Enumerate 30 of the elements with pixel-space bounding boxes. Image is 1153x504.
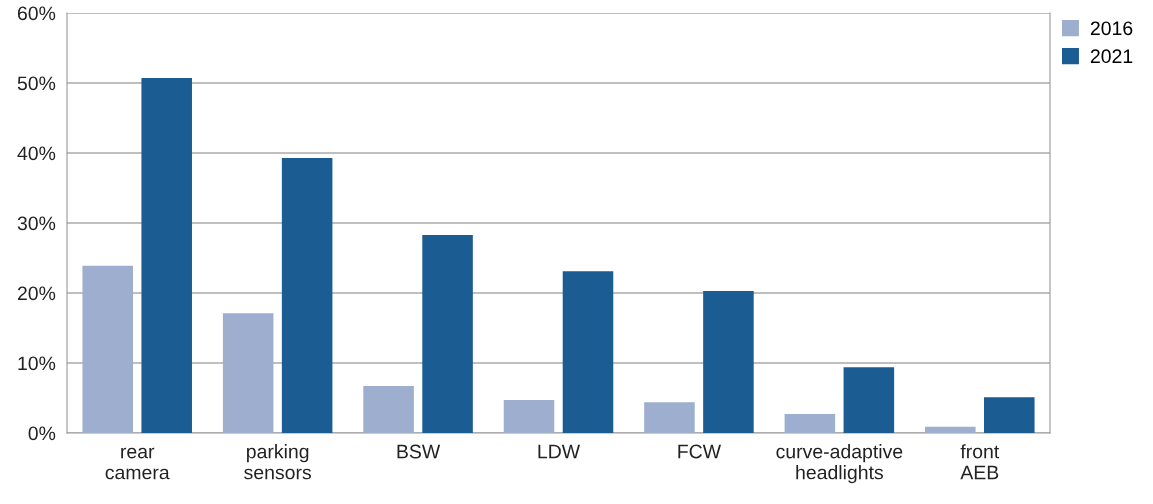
bar [644, 402, 695, 433]
bar [281, 157, 333, 433]
x-tick-label: LDW [538, 444, 581, 459]
x-tick-label: front AEB [960, 444, 1000, 480]
x-tick-label: BSW [397, 444, 441, 459]
bar [984, 397, 1035, 433]
y-tick-label: 40% [17, 146, 56, 161]
legend-label: 2016 [1090, 21, 1133, 36]
y-tick-label: 60% [17, 6, 56, 21]
bar [843, 367, 895, 433]
y-tick-label: 30% [17, 216, 56, 231]
bar [422, 234, 473, 433]
x-tick-label: FCW [678, 444, 721, 459]
y-tick-label: 20% [17, 286, 56, 301]
bar [141, 78, 192, 433]
y-tick-label: 10% [18, 356, 56, 371]
x-tick-label: curve-adaptive headlights [776, 444, 903, 484]
bar [703, 290, 754, 433]
x-tick-label: rear camera [105, 447, 170, 480]
bar [562, 271, 614, 433]
bar [925, 426, 976, 433]
bar [222, 313, 274, 433]
bar [363, 386, 414, 433]
x-tick-label: parking sensors [244, 444, 311, 480]
y-tick-label: 0% [28, 426, 56, 441]
bar [82, 265, 133, 433]
legend-label: 2021 [1090, 49, 1133, 64]
y-tick-label: 50% [17, 76, 56, 91]
bar [784, 414, 836, 433]
bar [503, 400, 555, 433]
